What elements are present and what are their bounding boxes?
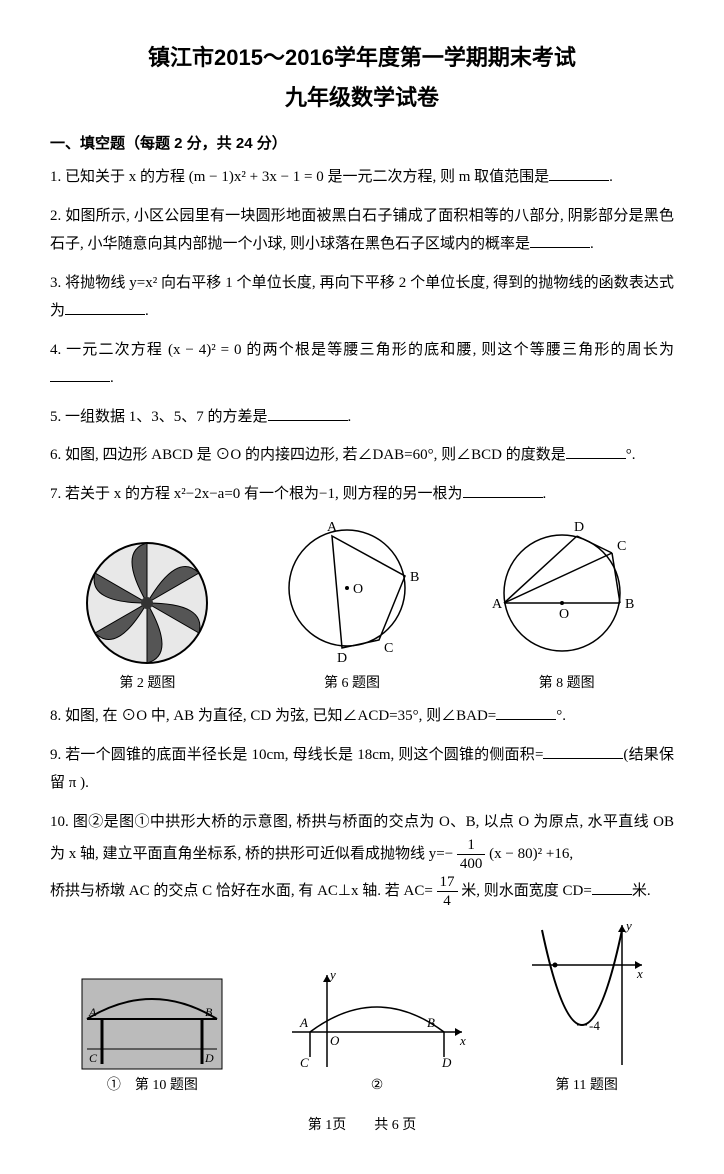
q6-punct: °. xyxy=(626,447,636,463)
q7-blank xyxy=(463,482,543,498)
fig6-svg: A B C D O xyxy=(277,518,427,668)
figure-row-2: A B C D ① 第 10 题图 y x A O B C D ② xyxy=(50,920,674,1094)
section-heading: 一、填空题（每题 2 分，共 24 分） xyxy=(50,132,674,153)
svg-text:y: y xyxy=(328,967,336,982)
fig10b-D: D xyxy=(441,1055,452,1070)
frac2-num: 17 xyxy=(437,873,458,892)
q7-punct: . xyxy=(543,486,547,502)
q10-text-d: 米, 则水面宽度 CD= xyxy=(461,883,592,899)
question-9: 9. 若一个圆锥的底面半径长是 10cm, 母线长是 18cm, 则这个圆锥的侧… xyxy=(50,741,674,798)
q1-blank xyxy=(549,165,609,181)
svg-text:C: C xyxy=(384,641,393,656)
q5-punct: . xyxy=(348,409,352,425)
q3-blank xyxy=(65,299,145,315)
q2-blank xyxy=(530,232,590,248)
q8-text: 8. 如图, 在 ⊙O 中, AB 为直径, CD 为弦, 已知∠ACD=35°… xyxy=(50,708,496,724)
svg-text:B: B xyxy=(205,1005,213,1019)
q6-text: 6. 如图, 四边形 ABCD 是 ⊙O 的内接四边形, 若∠DAB=60°, … xyxy=(50,447,566,463)
figure-row-1: 第 2 题图 A B C D O 第 6 题图 A B C D O 第 8 题图 xyxy=(50,518,674,692)
fig2-svg xyxy=(82,538,212,668)
q8-punct: °. xyxy=(556,708,566,724)
figure-2: 第 2 题图 xyxy=(82,538,212,692)
frac1-num: 1 xyxy=(457,836,486,855)
q10-text-e: 米. xyxy=(632,883,651,899)
svg-text:A: A xyxy=(88,1005,97,1019)
figure-10-1: A B C D ① 第 10 题图 xyxy=(77,974,227,1094)
question-8: 8. 如图, 在 ⊙O 中, AB 为直径, CD 为弦, 已知∠ACD=35°… xyxy=(50,702,674,731)
circ1: ① xyxy=(107,1078,121,1093)
question-3: 3. 将抛物线 y=x² 向右平移 1 个单位长度, 再向下平移 2 个单位长度… xyxy=(50,269,674,326)
figure-6: A B C D O 第 6 题图 xyxy=(277,518,427,692)
q8-blank xyxy=(496,704,556,720)
title-line-1: 镇江市2015～2016学年度第一学期期末考试 xyxy=(50,40,674,72)
q10-text-a: 10. 图②是图①中拱形大桥的示意图, 桥拱与桥面的交点为 O、B, 以点 O … xyxy=(50,814,674,862)
question-10: 10. 图②是图①中拱形大桥的示意图, 桥拱与桥面的交点为 O、B, 以点 O … xyxy=(50,808,674,911)
q1-punct: . xyxy=(609,169,613,185)
q1-text: 1. 已知关于 x 的方程 (m − 1)x² + 3x − 1 = 0 是一元… xyxy=(50,169,549,185)
svg-text:O: O xyxy=(353,582,363,597)
q5-blank xyxy=(268,405,348,421)
circ2: ② xyxy=(371,1078,384,1093)
figure-8: A B C D O 第 8 题图 xyxy=(492,518,642,692)
svg-text:A: A xyxy=(492,597,503,612)
svg-text:D: D xyxy=(574,520,584,535)
fig11-caption: 第 11 题图 xyxy=(527,1074,647,1094)
svg-text:D: D xyxy=(337,651,347,666)
svg-text:B: B xyxy=(625,597,634,612)
fig2-caption: 第 2 题图 xyxy=(82,672,212,692)
svg-text:y: y xyxy=(624,920,632,933)
q3-punct: . xyxy=(145,303,149,319)
q9-text: 9. 若一个圆锥的底面半径长是 10cm, 母线长是 18cm, 则这个圆锥的侧… xyxy=(50,747,543,763)
q4-blank xyxy=(50,366,110,382)
q5-text: 5. 一组数据 1、3、5、7 的方差是 xyxy=(50,409,268,425)
figure-10-2: y x A O B C D ② xyxy=(282,967,472,1094)
svg-text:x: x xyxy=(459,1033,466,1048)
svg-text:B: B xyxy=(410,570,419,585)
q9-blank xyxy=(543,743,623,759)
question-4: 4. 一元二次方程 (x − 4)² = 0 的两个根是等腰三角形的底和腰, 则… xyxy=(50,336,674,393)
q6-blank xyxy=(566,443,626,459)
title-line-2: 九年级数学试卷 xyxy=(50,80,674,112)
svg-text:C: C xyxy=(617,539,626,554)
fig6-caption: 第 6 题图 xyxy=(277,672,427,692)
fig11-svg: -4 y x xyxy=(527,920,647,1070)
fig11-label: -4 xyxy=(589,1018,600,1033)
q10-blank xyxy=(592,879,632,895)
question-2: 2. 如图所示, 小区公园里有一块圆形地面被黑白石子铺成了面积相等的八部分, 阴… xyxy=(50,202,674,259)
q4-punct: . xyxy=(110,370,114,386)
fig10-2-svg: y x A O B C D xyxy=(282,967,472,1077)
figure-11: -4 y x 第 11 题图 xyxy=(527,920,647,1094)
question-5: 5. 一组数据 1、3、5、7 的方差是. xyxy=(50,403,674,432)
fig8-svg: A B C D O xyxy=(492,518,642,668)
svg-text:D: D xyxy=(204,1051,214,1065)
question-7: 7. 若关于 x 的方程 x²−2x−a=0 有一个根为−1, 则方程的另一根为… xyxy=(50,480,674,509)
svg-text:x: x xyxy=(636,966,643,981)
page-footer: 第 1页 共 6 页 xyxy=(50,1114,674,1134)
svg-text:O: O xyxy=(559,607,569,622)
frac1-den: 400 xyxy=(457,855,486,873)
fig10-1-svg: A B C D xyxy=(77,974,227,1074)
q2-punct: . xyxy=(590,236,594,252)
svg-text:A: A xyxy=(327,520,338,535)
fig10-caption: 第 10 题图 xyxy=(135,1078,198,1093)
q4-text: 4. 一元二次方程 (x − 4)² = 0 的两个根是等腰三角形的底和腰, 则… xyxy=(50,342,674,358)
question-6: 6. 如图, 四边形 ABCD 是 ⊙O 的内接四边形, 若∠DAB=60°, … xyxy=(50,441,674,470)
q10-frac1: 1400 xyxy=(457,836,486,873)
fig10b-C: C xyxy=(300,1055,309,1070)
frac2-den: 4 xyxy=(437,892,458,910)
fig10b-O: O xyxy=(330,1033,340,1048)
svg-text:C: C xyxy=(89,1051,98,1065)
q7-text: 7. 若关于 x 的方程 x²−2x−a=0 有一个根为−1, 则方程的另一根为 xyxy=(50,486,463,502)
q10-text-c: 桥拱与桥墩 AC 的交点 C 恰好在水面, 有 AC⊥x 轴. 若 AC= xyxy=(50,883,433,899)
q10-frac2: 174 xyxy=(437,873,458,910)
q10-text-b: (x − 80)² +16, xyxy=(489,846,573,862)
question-1: 1. 已知关于 x 的方程 (m − 1)x² + 3x − 1 = 0 是一元… xyxy=(50,163,674,192)
fig8-caption: 第 8 题图 xyxy=(492,672,642,692)
